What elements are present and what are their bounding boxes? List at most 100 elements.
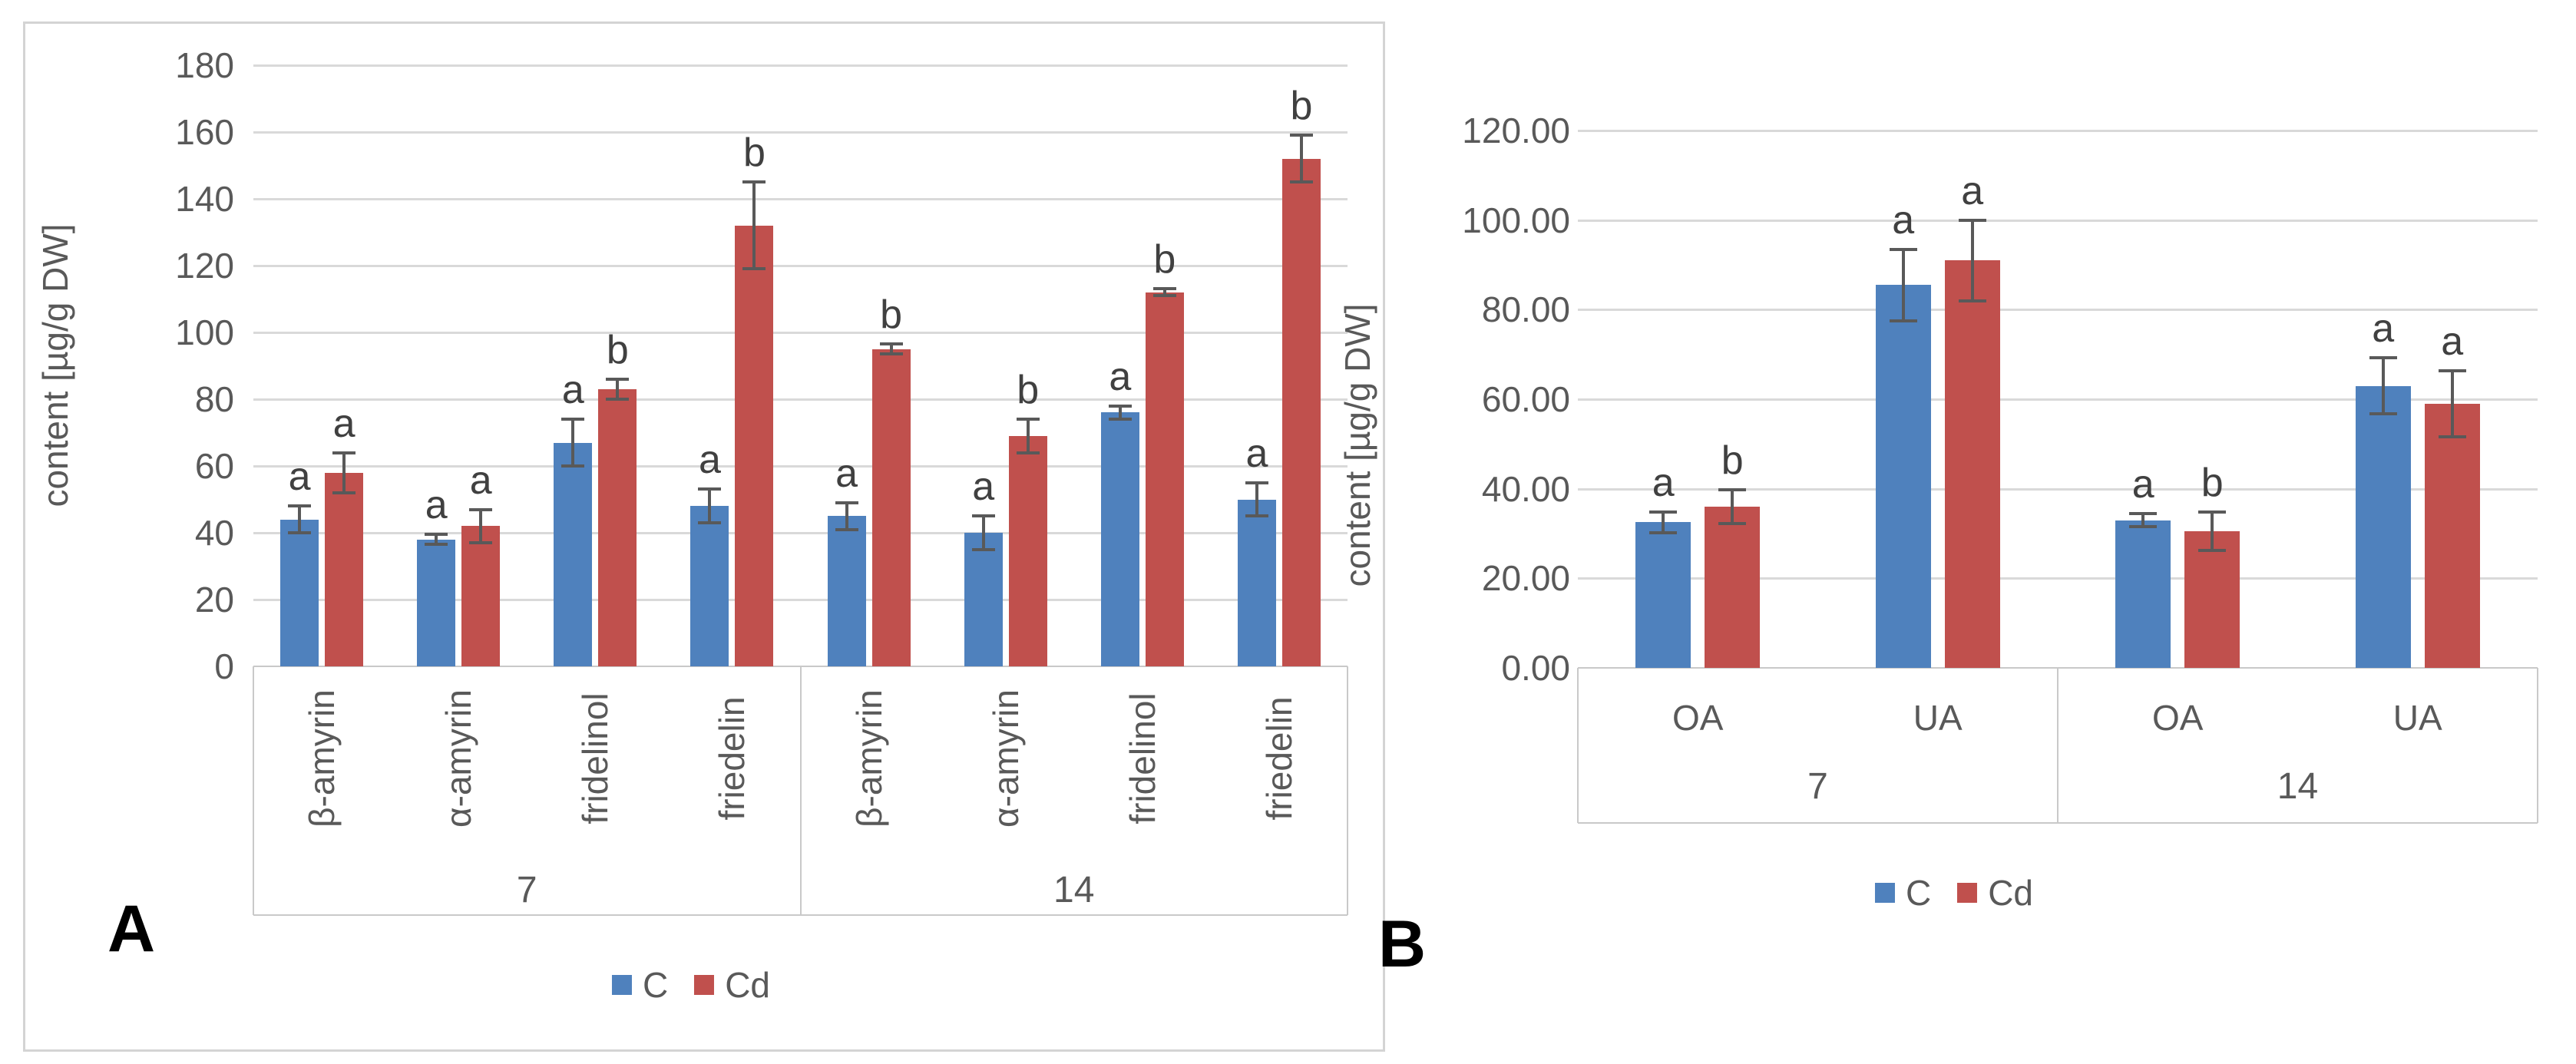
error-bar-line	[845, 502, 848, 530]
gridline-40	[253, 532, 1348, 534]
bar-Cd-3	[2424, 403, 2480, 668]
error-bar-cap-top	[1108, 404, 1132, 408]
error-bar-line	[2141, 513, 2145, 527]
significance-letter: b	[1721, 438, 1744, 483]
category-band-bottom	[253, 914, 1348, 916]
gridline-40	[1578, 487, 2538, 491]
bar-C-2	[554, 442, 593, 666]
panel-label-b: B	[1378, 907, 1427, 981]
y-tick-label: 0	[214, 646, 234, 686]
y-tick-label: 40	[194, 513, 234, 553]
legend-swatch-C	[611, 975, 632, 995]
group-label: 14	[2277, 766, 2319, 807]
error-bar-cap-top	[2438, 368, 2466, 372]
error-bar-cap-bottom	[1108, 418, 1132, 421]
error-bar-cap-top	[2369, 355, 2397, 359]
error-bar-cap-top	[425, 533, 448, 537]
bar-C-2	[2115, 520, 2171, 668]
significance-letter: a	[1892, 197, 1915, 243]
bar-Cd-5	[1008, 435, 1047, 666]
gridline-60	[253, 465, 1348, 468]
category-band-separator	[799, 666, 802, 915]
bar-Cd-4	[871, 349, 911, 666]
gridline-80	[253, 398, 1348, 401]
error-bar-line	[1162, 289, 1166, 296]
error-bar-line	[479, 509, 483, 544]
error-bar-line	[1299, 135, 1303, 183]
legend-item-Cd: Cd	[1957, 874, 2033, 912]
error-bar-line	[1970, 220, 1974, 301]
error-bar-cap-bottom	[1649, 530, 1678, 534]
error-bar-cap-top	[469, 507, 493, 511]
significance-letter: a	[288, 454, 311, 500]
significance-letter: a	[2131, 461, 2154, 507]
bar-Cd-2	[598, 388, 637, 666]
error-bar-cap-bottom	[879, 352, 903, 356]
group-label: 7	[516, 870, 537, 910]
bar-Cd-3	[735, 225, 774, 666]
error-bar-cap-top	[971, 514, 995, 518]
error-bar-cap-bottom	[288, 531, 312, 534]
error-bar-cap-bottom	[742, 267, 766, 271]
error-bar-line	[1118, 405, 1122, 420]
bar-C-3	[2355, 385, 2411, 668]
legend-swatch-Cd	[1957, 883, 1978, 903]
error-bar-cap-top	[879, 342, 903, 346]
significance-letter: b	[1290, 84, 1313, 129]
category-band-separator	[253, 666, 254, 915]
error-bar-cap-top	[2129, 511, 2158, 515]
error-bar-cap-bottom	[1718, 522, 1747, 526]
significance-letter: a	[698, 438, 721, 483]
error-bar-line	[981, 516, 985, 550]
error-bar-cap-top	[2198, 511, 2227, 514]
category-label: OA	[2152, 698, 2204, 738]
error-bar-cap-top	[561, 418, 585, 421]
y-tick-label: 40.00	[1481, 468, 1570, 509]
significance-letter: a	[469, 458, 492, 503]
significance-letter: b	[2201, 461, 2224, 505]
error-bar-cap-top	[1016, 418, 1040, 421]
y-tick-label: 80.00	[1481, 289, 1570, 330]
error-bar-line	[1026, 419, 1030, 453]
y-tick-label: 120	[175, 246, 234, 286]
gridline-100	[1578, 219, 2538, 222]
error-bar-line	[435, 534, 438, 545]
bar-Cd-6	[1145, 292, 1184, 666]
error-bar-line	[298, 506, 302, 533]
error-bar-cap-bottom	[2198, 549, 2227, 553]
significance-letter: b	[606, 327, 629, 372]
error-bar-cap-top	[698, 487, 722, 491]
legend-item-Cd: Cd	[694, 966, 770, 1004]
error-bar-line	[571, 419, 575, 466]
error-bar-cap-bottom	[698, 520, 722, 524]
error-bar-cap-bottom	[1245, 514, 1268, 518]
legend-label-C: C	[1905, 873, 1932, 913]
error-bar-cap-top	[1152, 287, 1176, 291]
significance-letter: a	[561, 368, 584, 413]
bar-C-7	[1237, 499, 1276, 666]
gridline-20	[253, 599, 1348, 601]
error-bar-cap-bottom	[332, 491, 356, 494]
error-bar-line	[2211, 512, 2214, 551]
gridline-100	[253, 332, 1348, 334]
category-band-separator	[1577, 668, 1579, 823]
category-band-bottom	[1578, 822, 2538, 824]
y-tick-label: 140	[175, 179, 234, 219]
legend-item-C: C	[1874, 873, 1932, 913]
category-band-separator	[2537, 668, 2538, 823]
legend-label-C: C	[642, 965, 669, 1005]
significance-letter: b	[742, 131, 766, 176]
bar-C-6	[1100, 412, 1139, 666]
error-bar-cap-bottom	[425, 543, 448, 547]
significance-letter: a	[1961, 168, 1984, 213]
gridline-120	[253, 265, 1348, 267]
significance-letter: a	[1109, 354, 1132, 399]
bar-Cd-1	[1944, 260, 2000, 668]
y-tick-label: 20	[194, 580, 234, 620]
error-bar-cap-bottom	[1289, 180, 1313, 184]
y-tick-label: 80	[194, 379, 234, 419]
error-bar-cap-bottom	[2129, 525, 2158, 529]
group-label: 7	[1807, 766, 1828, 807]
